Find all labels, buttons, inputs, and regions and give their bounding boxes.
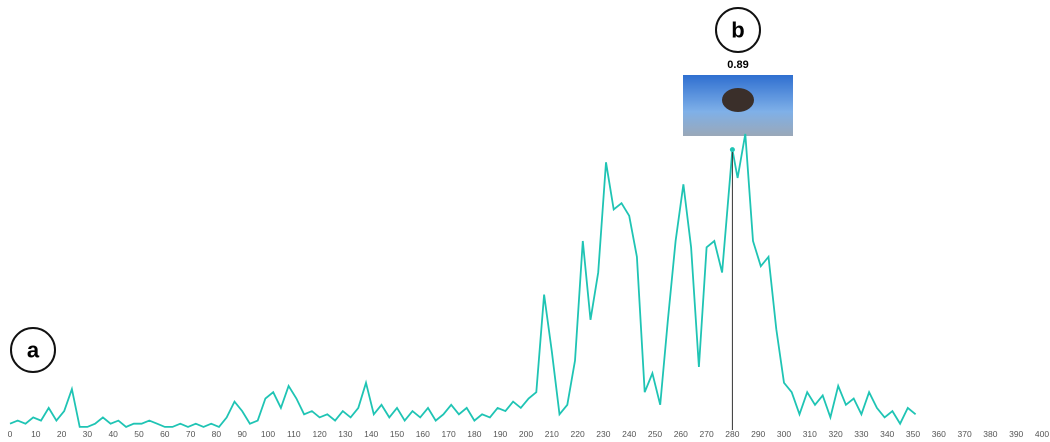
x-tick-label: 10	[31, 429, 41, 439]
x-tick-label: 160	[416, 429, 430, 439]
x-tick-label: 200	[519, 429, 533, 439]
thumbnail-figure	[722, 88, 754, 112]
x-tick-label: 50	[134, 429, 144, 439]
x-tick-label: 100	[261, 429, 275, 439]
x-tick-label: 210	[545, 429, 559, 439]
x-tick-label: 0	[8, 429, 13, 439]
x-tick-label: 180	[467, 429, 481, 439]
x-tick-label: 170	[442, 429, 456, 439]
x-tick-label: 310	[803, 429, 817, 439]
x-tick-label: 40	[108, 429, 118, 439]
x-tick-label: 230	[596, 429, 610, 439]
x-tick-label: 400	[1035, 429, 1049, 439]
x-tick-label: 290	[751, 429, 765, 439]
x-tick-label: 30	[83, 429, 93, 439]
x-tick-label: 370	[958, 429, 972, 439]
annotation: b	[731, 18, 744, 43]
annotation-circle	[715, 7, 761, 53]
x-tick-label: 270	[700, 429, 714, 439]
x-tick-label: 350	[906, 429, 920, 439]
x-tick-label: 320	[829, 429, 843, 439]
x-tick-label: 70	[186, 429, 196, 439]
x-tick-label: 300	[777, 429, 791, 439]
x-tick-label: 120	[313, 429, 327, 439]
annotation: a	[27, 338, 40, 363]
x-tick-label: 80	[212, 429, 222, 439]
x-tick-label: 390	[1009, 429, 1023, 439]
x-tick-label: 60	[160, 429, 170, 439]
x-tick-label: 20	[57, 429, 67, 439]
x-tick-label: 280	[725, 429, 739, 439]
x-tick-label: 140	[364, 429, 378, 439]
x-tick-label: 130	[338, 429, 352, 439]
x-tick-label: 380	[983, 429, 997, 439]
x-tick-label: 240	[622, 429, 636, 439]
hover-point	[729, 147, 735, 153]
x-tick-label: 360	[932, 429, 946, 439]
x-tick-label: 150	[390, 429, 404, 439]
x-tick-label: 190	[493, 429, 507, 439]
x-tick-label: 110	[287, 429, 301, 439]
line	[9, 133, 917, 428]
x-tick-label: 340	[880, 429, 894, 439]
x-tick-label: 220	[571, 429, 585, 439]
hover-value: 0.89	[727, 59, 748, 71]
x-tick-label: 260	[674, 429, 688, 439]
x-tick-label: 90	[237, 429, 247, 439]
annotation-circle	[10, 327, 56, 373]
x-tick-label: 250	[648, 429, 662, 439]
x-tick-label: 330	[854, 429, 868, 439]
